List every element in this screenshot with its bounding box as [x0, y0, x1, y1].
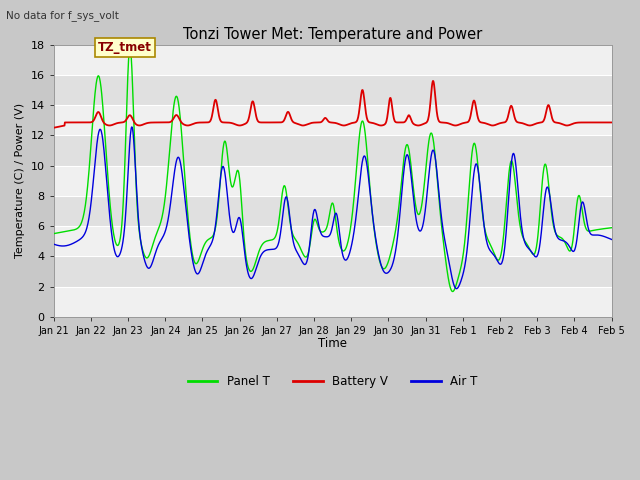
Bar — [54, 226, 612, 256]
X-axis label: Time: Time — [318, 337, 347, 350]
Title: Tonzi Tower Met: Temperature and Power: Tonzi Tower Met: Temperature and Power — [183, 27, 483, 42]
Bar — [54, 105, 612, 135]
Bar — [54, 196, 612, 226]
Legend: Panel T, Battery V, Air T: Panel T, Battery V, Air T — [183, 370, 483, 393]
Bar — [54, 75, 612, 105]
Text: No data for f_sys_volt: No data for f_sys_volt — [6, 10, 119, 21]
Bar — [54, 166, 612, 196]
Bar — [54, 135, 612, 166]
Text: TZ_tmet: TZ_tmet — [99, 41, 152, 54]
Bar — [54, 45, 612, 75]
Bar — [54, 287, 612, 317]
Y-axis label: Temperature (C) / Power (V): Temperature (C) / Power (V) — [15, 103, 25, 258]
Bar — [54, 256, 612, 287]
